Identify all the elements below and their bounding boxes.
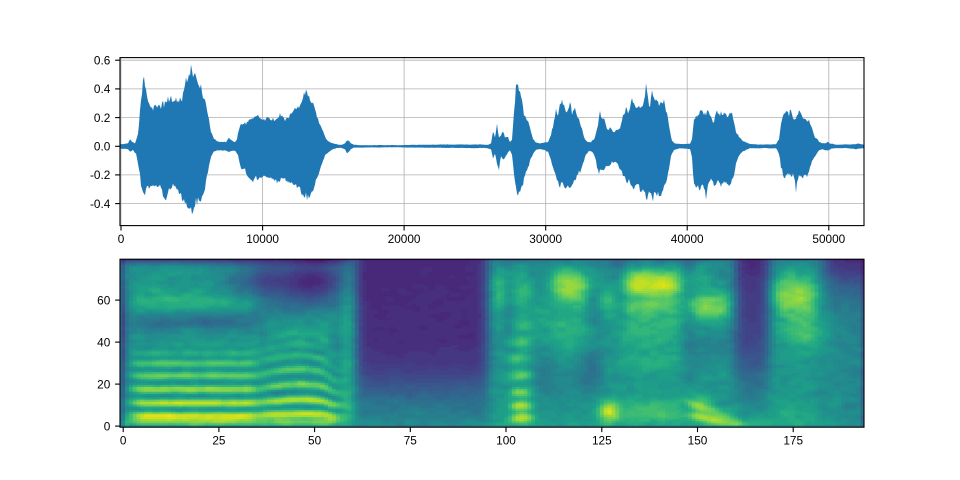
svg-text:0: 0: [118, 232, 125, 246]
svg-text:25: 25: [212, 434, 226, 448]
svg-text:20: 20: [97, 377, 111, 391]
svg-text:50: 50: [308, 434, 322, 448]
svg-text:75: 75: [404, 434, 418, 448]
svg-text:30000: 30000: [529, 232, 562, 246]
svg-text:-0.4: -0.4: [90, 197, 111, 211]
svg-text:175: 175: [783, 434, 803, 448]
svg-text:150: 150: [688, 434, 708, 448]
svg-text:40: 40: [97, 335, 111, 349]
svg-text:0.0: 0.0: [94, 140, 111, 154]
svg-text:50000: 50000: [812, 232, 845, 246]
svg-text:40000: 40000: [671, 232, 704, 246]
svg-text:125: 125: [592, 434, 612, 448]
svg-text:0.4: 0.4: [94, 82, 111, 96]
svg-text:-0.2: -0.2: [90, 168, 110, 182]
svg-text:10000: 10000: [246, 232, 279, 246]
svg-text:0.6: 0.6: [94, 54, 111, 68]
svg-text:0.2: 0.2: [94, 111, 110, 125]
svg-text:20000: 20000: [388, 232, 421, 246]
svg-text:100: 100: [496, 434, 516, 448]
svg-text:0: 0: [104, 419, 111, 433]
svg-text:60: 60: [97, 293, 111, 307]
svg-text:0: 0: [120, 434, 127, 448]
